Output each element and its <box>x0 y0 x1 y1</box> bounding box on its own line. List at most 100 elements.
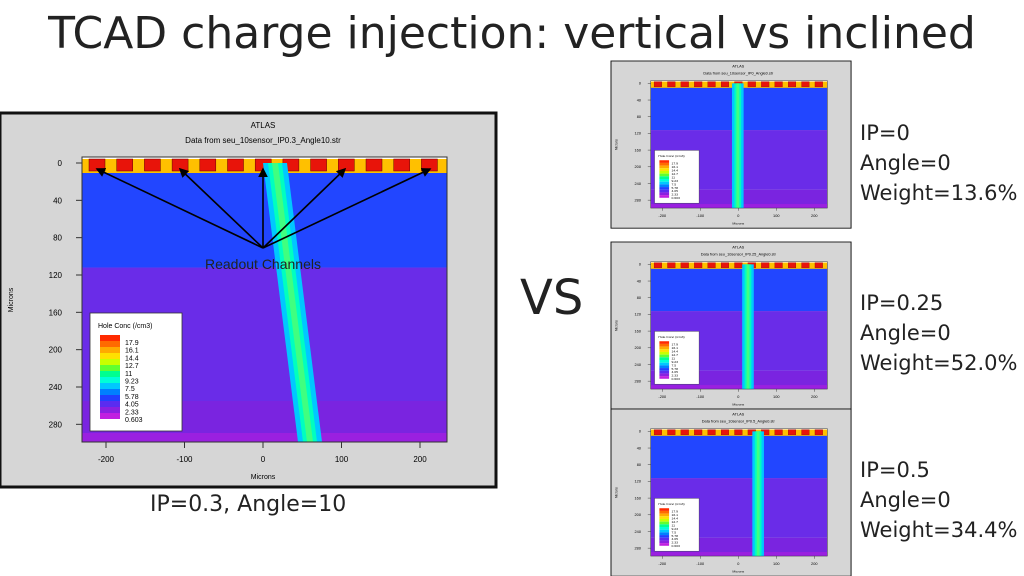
legend-value: 17.9 <box>125 340 139 347</box>
legend-value: 16.1 <box>672 513 679 517</box>
plot-area-border <box>81 156 448 443</box>
tcad-plot: ATLAS Data from seu_10sensor_IP0.5_Angle0… <box>610 408 852 576</box>
legend-value: 11 <box>672 357 676 361</box>
legend-swatch <box>100 407 120 413</box>
annotation: Readout Channels <box>205 256 321 272</box>
legend-swatch <box>659 349 670 352</box>
readout-pad <box>734 429 743 436</box>
track-core <box>746 264 750 390</box>
legend-swatch <box>659 187 670 190</box>
legend-swatch <box>659 354 670 358</box>
y-tick-label: 40 <box>637 446 641 450</box>
info-line: Weight=52.0% <box>860 351 1018 375</box>
x-tick-label: 200 <box>413 455 427 464</box>
legend-value: 5.78 <box>672 534 679 538</box>
x-tick-label: 100 <box>773 562 779 566</box>
x-tick-label: -200 <box>658 395 666 399</box>
pointer-arrow <box>95 168 264 249</box>
y-tick-label: 40 <box>53 196 62 205</box>
legend-title: Hole Conc (/cm3) <box>658 154 684 158</box>
legend-value: 4.05 <box>672 189 679 193</box>
legend-swatch <box>659 195 670 198</box>
legend-swatch <box>659 179 670 182</box>
legend-swatch <box>100 383 120 389</box>
y-tick-label: 0 <box>639 430 641 434</box>
legend-value: 14.4 <box>672 169 679 173</box>
legend-value: 0.603 <box>672 196 681 200</box>
x-tick-label: -100 <box>696 562 704 566</box>
plot-subtitle: Data from seu_10sensor_IP0_Angle0.str <box>703 72 774 76</box>
readout-pad <box>788 429 797 436</box>
y-tick-label: 200 <box>635 346 641 350</box>
legend-swatch <box>659 540 670 544</box>
plot-area-border <box>650 428 828 557</box>
legend-swatch <box>659 535 670 538</box>
region-blue <box>650 264 828 312</box>
y-tick-label: 0 <box>58 159 63 168</box>
legend-title: Hole Conc (/cm3) <box>658 502 684 506</box>
readout-pad <box>667 81 676 88</box>
legend-value: 17.9 <box>672 510 679 514</box>
legend-swatch <box>659 189 670 193</box>
plot-area-border <box>650 261 828 390</box>
legend-value: 7.5 <box>125 386 135 393</box>
readout-pad <box>747 81 756 88</box>
legend-value: 9.23 <box>672 179 679 183</box>
legend-value: 12.7 <box>672 520 679 524</box>
tcad-plot: ATLAS Data from seu_10sensor_IP0.3_Angle1… <box>0 111 498 489</box>
legend-value: 9.23 <box>125 379 139 386</box>
plot-title: ATLAS <box>251 121 276 130</box>
legend-value: 0.603 <box>125 417 143 424</box>
legend-swatch <box>659 165 670 169</box>
legend-value: 7.5 <box>672 363 677 367</box>
x-tick-label: 100 <box>335 455 349 464</box>
x-tick-label: 100 <box>773 214 779 218</box>
legend-value: 11 <box>672 524 676 528</box>
y-axis-label: Microns <box>614 139 618 150</box>
legend-swatch <box>659 524 670 528</box>
readout-pad <box>707 262 716 269</box>
region-bottom <box>650 385 828 390</box>
readout-pad <box>774 429 783 436</box>
readout-pad <box>814 81 823 88</box>
tcad-plot: ATLAS Data from seu_10sensor_IP0.25_Angle… <box>610 241 852 410</box>
legend-swatch <box>659 527 670 530</box>
legend-value: 2.33 <box>672 541 679 545</box>
legend-swatch <box>659 513 670 517</box>
y-tick-label: 200 <box>635 165 641 169</box>
legend-swatch <box>659 176 670 180</box>
readout-pad <box>707 429 716 436</box>
legend-value: 4.05 <box>125 402 139 409</box>
plot-title: ATLAS <box>732 246 744 250</box>
legend-value: 12.7 <box>672 172 679 176</box>
legend-swatch <box>100 395 120 401</box>
legend-value: 2.33 <box>672 374 679 378</box>
x-tick-label: -200 <box>658 562 666 566</box>
legend-value: 14.4 <box>672 350 679 354</box>
legend-swatch <box>100 353 120 359</box>
legend-value: 12.7 <box>125 363 139 370</box>
legend-title: Hole Conc (/cm3) <box>658 335 684 339</box>
legend-value: 9.23 <box>672 527 679 531</box>
legend-swatch <box>100 365 120 371</box>
legend-value: 0.603 <box>672 377 681 381</box>
info-line: Weight=34.4% <box>860 518 1018 542</box>
legend-title: Hole Conc (/cm3) <box>98 323 152 330</box>
legend-value: 14.4 <box>125 355 139 362</box>
region-bottom <box>650 552 828 557</box>
y-tick-label: 160 <box>49 308 63 317</box>
legend-swatch <box>100 371 120 377</box>
legend-value: 16.1 <box>125 348 139 355</box>
readout-pad <box>801 429 810 436</box>
legend-swatch <box>659 543 670 546</box>
readout-pad <box>788 262 797 269</box>
legend-swatch <box>100 341 120 347</box>
legend-swatch <box>659 510 670 514</box>
y-tick-label: 240 <box>635 182 641 186</box>
info-line: Angle=0 <box>860 151 951 175</box>
legend-value: 5.78 <box>672 367 679 371</box>
readout-pad <box>667 262 676 269</box>
readout-pad <box>116 158 133 172</box>
